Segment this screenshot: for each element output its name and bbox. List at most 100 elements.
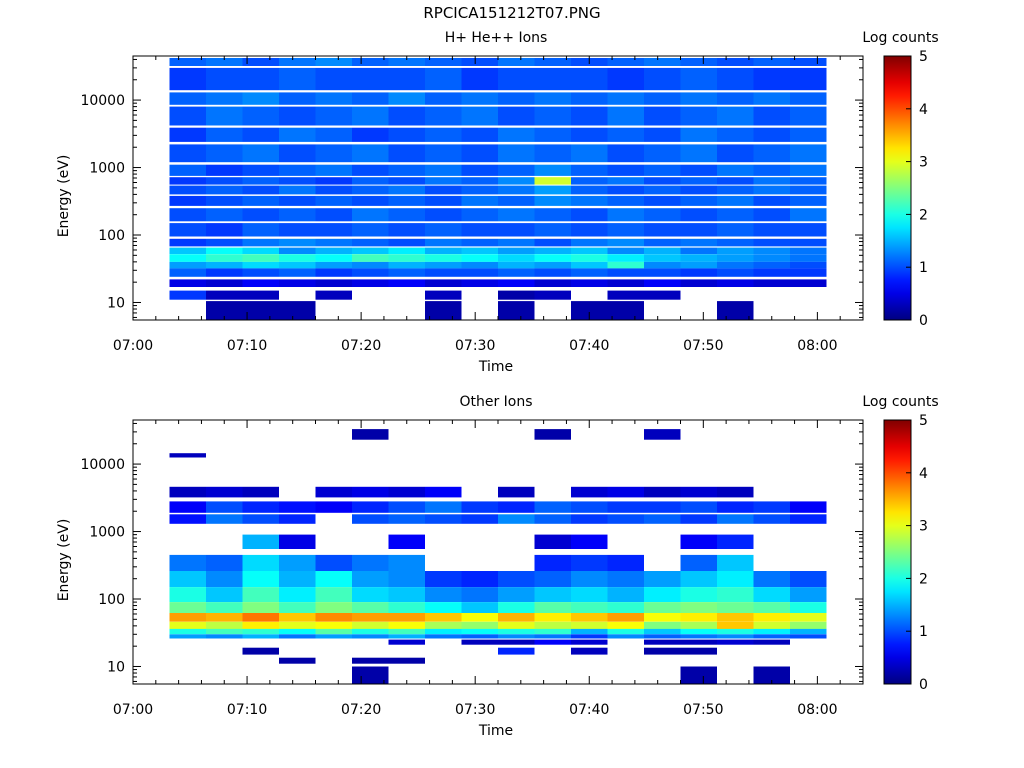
- heatmap-cell: [279, 279, 316, 287]
- heatmap-cell: [169, 290, 206, 300]
- figure-title: RPCICA151212T07.PNG: [423, 4, 601, 22]
- heatmap-cell: [790, 501, 827, 513]
- heatmap-cell: [607, 613, 644, 622]
- heatmap-cell: [169, 144, 206, 163]
- heatmap-cell: [206, 268, 243, 277]
- heatmap-cell: [498, 177, 535, 185]
- heatmap-cell: [352, 587, 389, 603]
- heatmap-cell: [717, 534, 754, 549]
- heatmap-cell: [534, 92, 571, 105]
- heatmap-cell: [571, 571, 608, 588]
- heatmap-cell: [790, 613, 827, 622]
- heatmap-cell: [388, 254, 425, 262]
- heatmap-cell: [717, 628, 754, 635]
- heatmap-cell: [680, 177, 717, 185]
- heatmap-cell: [534, 290, 571, 300]
- heatmap-cell: [279, 602, 316, 613]
- heatmap-cell: [242, 290, 279, 300]
- heatmap-cell: [242, 261, 279, 269]
- heatmap-cell: [498, 587, 535, 603]
- heatmap-cell: [753, 238, 790, 247]
- heatmap-cell: [352, 185, 389, 195]
- heatmap-cell: [425, 58, 462, 66]
- heatmap-cell: [753, 185, 790, 195]
- heatmap-cell: [461, 501, 498, 513]
- heatmap-cell: [571, 621, 608, 629]
- heatmap-cell: [461, 58, 498, 66]
- heatmap-cell: [242, 223, 279, 237]
- heatmap-cell: [498, 92, 535, 105]
- colorbar-tick-label: 0: [919, 313, 928, 329]
- heatmap-cell: [388, 268, 425, 277]
- heatmap-cell: [717, 106, 754, 126]
- heatmap-cell: [279, 587, 316, 603]
- heatmap-cell: [607, 571, 644, 588]
- heatmap-cell: [498, 164, 535, 176]
- heatmap-cell: [498, 279, 535, 287]
- heatmap-cell: [461, 613, 498, 622]
- heatmap-cell: [607, 301, 644, 320]
- heatmap-cell: [242, 621, 279, 629]
- heatmap-cell: [790, 177, 827, 185]
- heatmap-cell: [169, 223, 206, 237]
- heatmap-cell: [315, 92, 352, 105]
- bottom-heatmap: [169, 429, 827, 684]
- heatmap-cell: [498, 127, 535, 142]
- heatmap-cell: [790, 164, 827, 176]
- x-tick-label: 08:00: [797, 338, 837, 354]
- heatmap-cell: [717, 279, 754, 287]
- heatmap-cell: [279, 58, 316, 66]
- heatmap-cell: [461, 247, 498, 255]
- heatmap-cell: [644, 290, 681, 300]
- heatmap-cell: [315, 195, 352, 206]
- heatmap-cell: [607, 261, 644, 269]
- heatmap-cell: [388, 634, 425, 639]
- colorbar-tick-label: 4: [919, 466, 928, 482]
- heatmap-cell: [607, 268, 644, 277]
- heatmap-cell: [388, 628, 425, 635]
- heatmap-cell: [242, 144, 279, 163]
- heatmap-cell: [498, 261, 535, 269]
- heatmap-cell: [279, 67, 316, 91]
- heatmap-cell: [644, 621, 681, 629]
- heatmap-cell: [680, 628, 717, 635]
- heatmap-cell: [534, 127, 571, 142]
- heatmap-cell: [206, 177, 243, 185]
- heatmap-cell: [352, 628, 389, 635]
- heatmap-cell: [169, 254, 206, 262]
- heatmap-cell: [425, 602, 462, 613]
- colorbar-tick-label: 1: [919, 260, 928, 276]
- heatmap-cell: [279, 657, 316, 664]
- heatmap-cell: [279, 301, 316, 320]
- heatmap-cell: [279, 223, 316, 237]
- heatmap-cell: [169, 501, 206, 513]
- heatmap-cell: [607, 208, 644, 222]
- heatmap-cell: [388, 177, 425, 185]
- heatmap-cell: [388, 587, 425, 603]
- heatmap-cell: [607, 254, 644, 262]
- heatmap-cell: [461, 223, 498, 237]
- heatmap-cell: [169, 554, 206, 571]
- heatmap-cell: [644, 177, 681, 185]
- heatmap-cell: [279, 92, 316, 105]
- x-tick-label: 07:30: [455, 338, 495, 354]
- heatmap-cell: [644, 571, 681, 588]
- heatmap-cell: [279, 613, 316, 622]
- heatmap-cell: [607, 238, 644, 247]
- x-tick-label: 07:10: [227, 702, 267, 718]
- heatmap-cell: [790, 185, 827, 195]
- heatmap-cell: [169, 58, 206, 66]
- heatmap-cell: [607, 106, 644, 126]
- heatmap-cell: [169, 67, 206, 91]
- heatmap-cell: [279, 261, 316, 269]
- heatmap-cell: [388, 185, 425, 195]
- heatmap-cell: [534, 429, 571, 440]
- heatmap-cell: [753, 58, 790, 66]
- heatmap-cell: [315, 621, 352, 629]
- heatmap-cell: [607, 587, 644, 603]
- x-tick-label: 07:40: [569, 702, 609, 718]
- heatmap-cell: [717, 58, 754, 66]
- heatmap-cell: [279, 571, 316, 588]
- heatmap-cell: [571, 106, 608, 126]
- heatmap-cell: [315, 208, 352, 222]
